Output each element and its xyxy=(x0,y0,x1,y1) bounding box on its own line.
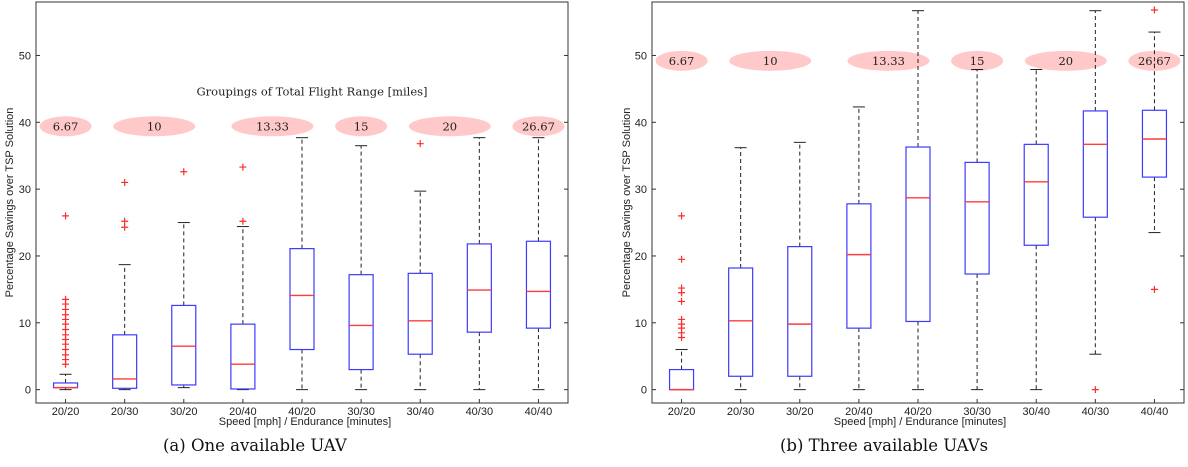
y-tick-label: 30 xyxy=(635,184,647,196)
outlier-marker xyxy=(678,334,686,342)
box-iqr xyxy=(1141,109,1168,178)
outlier-marker xyxy=(121,223,129,231)
chart-panel-three-uavs: 0 10 20 30 40 50 20/20 20/30 30/20 20/40 40/20 30/3… xyxy=(621,1,1185,428)
x-tick-label: 30/20 xyxy=(786,406,814,418)
group-label: 10 xyxy=(763,54,778,68)
x-tick-label: 20/20 xyxy=(668,406,696,418)
group-ellipse xyxy=(655,50,708,71)
group-label: 6.67 xyxy=(53,119,79,133)
outlier-marker xyxy=(1150,285,1158,293)
box-iqr xyxy=(348,274,374,371)
group-ellipse xyxy=(1024,50,1107,71)
y-axis-label: Percentage Savings over TSP Solution xyxy=(621,108,633,298)
group-label: 20 xyxy=(1058,54,1073,68)
group-label: 10 xyxy=(147,119,162,133)
y-tick-label: 10 xyxy=(19,318,31,330)
outlier-marker xyxy=(180,168,188,176)
y-tick-label: 40 xyxy=(19,117,31,129)
x-tick-label: 30/30 xyxy=(347,406,375,418)
x-tick-label: 30/40 xyxy=(1022,406,1050,418)
caption-three-uavs: (b) Three available UAVs xyxy=(780,436,989,455)
x-tick-label: 20/30 xyxy=(727,406,755,418)
group-label: 15 xyxy=(970,54,985,68)
x-tick-label: 40/30 xyxy=(466,406,494,418)
x-tick-label: 20/30 xyxy=(111,406,139,418)
box-iqr xyxy=(1023,143,1049,246)
box-iqr xyxy=(112,334,138,389)
y-tick-label: 0 xyxy=(641,385,647,397)
group-ellipse xyxy=(951,50,1004,71)
x-tick-label: 40/20 xyxy=(904,406,932,418)
x-tick-label: 40/20 xyxy=(288,406,316,418)
y-tick-label: 30 xyxy=(19,184,31,196)
x-tick-label: 40/40 xyxy=(525,406,553,418)
outlier-marker xyxy=(121,217,129,225)
outlier-marker xyxy=(62,212,70,220)
box-iqr xyxy=(52,382,79,389)
box-iqr xyxy=(846,203,872,329)
figure-canvas: 0 10 20 30 40 50 20/20 20/30 30/20 20/40 40/20 30/3… xyxy=(4,1,1185,428)
groupings-title: Groupings of Total Flight Range [miles] xyxy=(196,85,427,99)
group-label: 26.67 xyxy=(522,119,555,133)
outlier-marker xyxy=(678,255,686,263)
outlier-marker xyxy=(416,140,424,148)
group-ellipse xyxy=(847,50,930,71)
group-label: 13.33 xyxy=(256,119,289,133)
group-label: 15 xyxy=(354,119,369,133)
x-tick-label: 40/30 xyxy=(1082,406,1110,418)
outlier-marker xyxy=(121,178,129,186)
box-iqr xyxy=(964,161,990,275)
box-iqr xyxy=(1082,110,1108,218)
box-iqr xyxy=(668,368,695,391)
outlier-marker xyxy=(1091,386,1099,394)
box-iqr xyxy=(787,246,813,377)
chart-panel-one-uav: 0 10 20 30 40 50 20/20 20/30 30/20 20/40 40/20 30/3… xyxy=(4,1,569,428)
outlier-marker xyxy=(62,360,70,368)
x-tick-label: 30/20 xyxy=(170,406,198,418)
x-tick-label: 40/40 xyxy=(1141,406,1169,418)
box-iqr xyxy=(525,240,552,329)
box-iqr xyxy=(230,323,256,390)
group-label: 20 xyxy=(442,119,457,133)
caption-one-uav: (a) One available UAV xyxy=(163,436,347,455)
y-tick-label: 20 xyxy=(635,251,647,263)
group-ellipse xyxy=(729,50,812,71)
y-axis-label: Percentage Savings over TSP Solution xyxy=(4,108,16,298)
group-label: 13.33 xyxy=(872,54,905,68)
group-label: 6.67 xyxy=(669,54,695,68)
outlier-marker xyxy=(678,297,686,305)
x-tick-label: 20/20 xyxy=(52,406,80,418)
outlier-marker xyxy=(678,212,686,220)
group-ellipse xyxy=(113,116,196,137)
y-tick-label: 20 xyxy=(19,251,31,263)
y-tick-label: 10 xyxy=(635,318,647,330)
outlier-marker xyxy=(239,217,247,225)
y-tick-label: 40 xyxy=(635,117,647,129)
box-iqr xyxy=(905,146,931,323)
box-iqr xyxy=(407,272,433,355)
group-ellipse xyxy=(512,116,565,137)
x-tick-label: 30/30 xyxy=(963,406,991,418)
outlier-marker xyxy=(239,163,247,171)
group-ellipse xyxy=(408,116,491,137)
x-axis-label: Speed [mph] / Endurance [minutes] xyxy=(834,416,1006,428)
plot-frame xyxy=(35,1,569,404)
box-iqr xyxy=(171,304,197,386)
group-ellipse xyxy=(231,116,314,137)
box-iqr xyxy=(466,243,492,333)
y-tick-label: 50 xyxy=(635,50,647,62)
outlier-marker xyxy=(1150,6,1158,14)
box-iqr xyxy=(728,267,754,377)
box-iqr xyxy=(289,248,315,351)
group-ellipse xyxy=(39,116,92,137)
group-ellipse xyxy=(335,116,388,137)
x-tick-label: 30/40 xyxy=(406,406,434,418)
x-axis-label: Speed [mph] / Endurance [minutes] xyxy=(219,416,391,428)
outlier-marker xyxy=(678,289,686,297)
y-tick-label: 50 xyxy=(19,50,31,62)
y-tick-label: 0 xyxy=(25,385,31,397)
x-tick-label: 20/40 xyxy=(845,406,873,418)
x-tick-label: 20/40 xyxy=(229,406,257,418)
